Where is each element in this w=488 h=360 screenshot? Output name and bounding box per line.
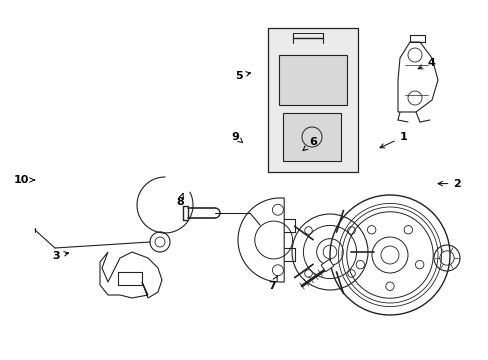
Text: 7: 7 <box>267 276 277 291</box>
Bar <box>279 55 346 105</box>
Bar <box>267 28 357 172</box>
Text: 1: 1 <box>379 132 407 148</box>
Text: 3: 3 <box>52 251 68 261</box>
Text: 10: 10 <box>13 175 34 185</box>
Bar <box>283 113 340 161</box>
Bar <box>321 260 333 272</box>
Text: 2: 2 <box>437 179 460 189</box>
Text: 4: 4 <box>417 58 434 69</box>
Text: 6: 6 <box>303 137 316 150</box>
Text: 8: 8 <box>176 193 183 207</box>
Text: 5: 5 <box>234 71 250 81</box>
Text: 9: 9 <box>231 132 242 143</box>
